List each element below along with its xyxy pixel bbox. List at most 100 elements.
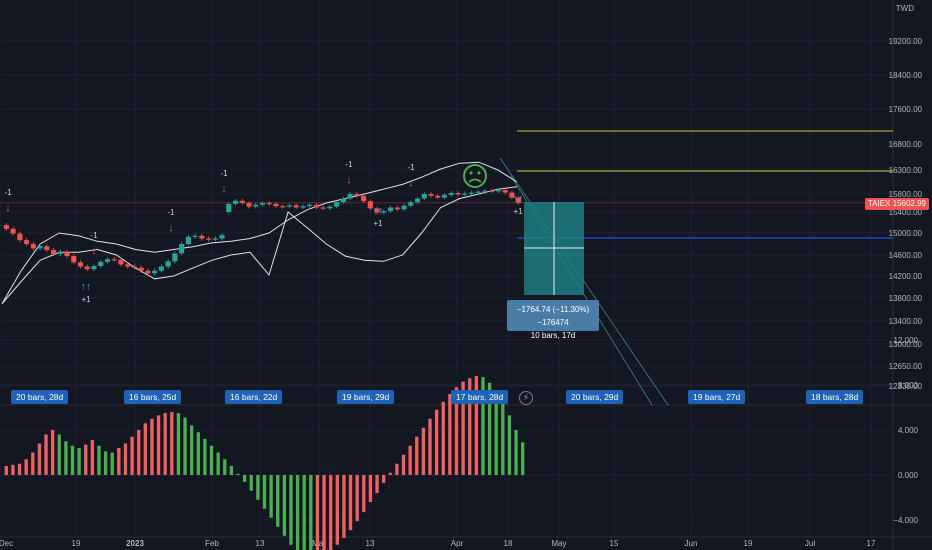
- time-axis-label: Jun: [685, 539, 698, 548]
- sad-face-icon: [463, 164, 487, 188]
- buy-arrow-icon: ↑↑: [373, 205, 384, 217]
- osc-bar: [487, 382, 492, 475]
- candle: [253, 204, 259, 207]
- candle: [212, 238, 218, 240]
- candle: [286, 205, 293, 207]
- candle: [293, 205, 299, 208]
- candle: [30, 244, 36, 249]
- candle: [502, 190, 508, 193]
- candle: [361, 195, 367, 202]
- candle: [226, 203, 232, 212]
- osc-bar: [401, 454, 406, 475]
- candle: [111, 259, 117, 261]
- candle: [77, 262, 84, 267]
- time-axis-label: Mar: [312, 539, 326, 548]
- osc-bar: [302, 475, 306, 550]
- osc-bar: [382, 475, 386, 483]
- sad-face-mouth: [468, 178, 482, 183]
- price-axis-label: 15400.00: [889, 208, 923, 217]
- signal-plus-label: +1: [81, 295, 91, 304]
- osc-bar: [242, 475, 247, 482]
- candle: [199, 235, 205, 239]
- candle: [206, 238, 212, 240]
- candle: [50, 250, 57, 254]
- time-axis-label: May: [551, 539, 566, 548]
- bars-tag: 18 bars, 28d: [806, 390, 864, 404]
- price-axis-label: 13400.00: [889, 317, 923, 326]
- time-axis-label: 19: [72, 539, 81, 548]
- symbol-name: TAIEX: [867, 199, 891, 208]
- candle: [152, 270, 158, 274]
- time-axis-label: Jul: [805, 539, 815, 548]
- osc-bar: [415, 436, 419, 475]
- osc-bar: [156, 415, 161, 475]
- price-axis-label: 18400.00: [889, 71, 923, 80]
- candle: [266, 203, 272, 205]
- candle: [3, 225, 9, 229]
- candle: [185, 236, 191, 244]
- osc-bar: [362, 475, 366, 513]
- signal-minus-label: -1: [90, 231, 98, 240]
- measure-box: −1764.74 (−11.30%) −176474 10 bars, 17d: [507, 300, 599, 340]
- time-axis-label: 18: [504, 539, 513, 548]
- osc-axis-label: 12.000: [894, 336, 919, 345]
- osc-bar: [295, 475, 300, 550]
- osc-bar: [468, 378, 472, 475]
- measure-bars: 10 bars, 17d: [530, 331, 576, 340]
- candle: [468, 192, 475, 194]
- candle: [165, 261, 171, 267]
- candle: [259, 203, 266, 205]
- osc-bar: [256, 475, 260, 500]
- osc-bar: [196, 432, 200, 475]
- osc-bar: [461, 381, 465, 475]
- osc-bar: [64, 441, 68, 475]
- candle: [367, 201, 373, 209]
- osc-bar: [37, 443, 42, 475]
- candle: [219, 235, 225, 239]
- osc-bar: [507, 415, 512, 475]
- osc-bar: [315, 475, 320, 550]
- bars-tag: 19 bars, 29d: [337, 390, 395, 404]
- candle: [441, 194, 448, 198]
- signal-minus-label: -1: [407, 163, 415, 172]
- osc-bar: [209, 445, 214, 475]
- candle: [98, 261, 104, 267]
- osc-bar: [123, 443, 128, 475]
- price-axis-label: 15800.00: [889, 190, 923, 199]
- lightning-icon[interactable]: ⚡: [519, 391, 533, 405]
- candle: [495, 190, 501, 192]
- osc-bar: [223, 459, 227, 475]
- osc-bar: [97, 445, 101, 475]
- candle: [347, 194, 353, 199]
- osc-bar: [348, 475, 353, 531]
- candle: [435, 195, 441, 198]
- candle: [138, 267, 144, 271]
- candle: [125, 264, 131, 267]
- signal-minus-label: -1: [220, 169, 228, 178]
- candle: [239, 200, 245, 203]
- time-axis-label: Apr: [451, 539, 464, 548]
- sad-face-eye: [469, 171, 473, 175]
- candle: [462, 193, 468, 195]
- candle: [421, 194, 427, 199]
- candle: [401, 205, 407, 210]
- osc-axis-label: −4.000: [893, 516, 918, 525]
- osc-bar: [249, 475, 253, 491]
- signal-minus-label: -1: [4, 188, 12, 197]
- osc-bar: [276, 475, 280, 527]
- candle: [307, 204, 313, 207]
- sell-arrow-icon: ↓: [221, 183, 227, 195]
- buy-arrow-icon: ↑↑: [513, 193, 524, 205]
- osc-bar: [77, 448, 81, 475]
- candle: [408, 202, 414, 206]
- osc-bar: [368, 475, 373, 502]
- osc-bar: [190, 425, 194, 475]
- osc-bar: [521, 442, 525, 475]
- buy-arrow-icon: ↑↑: [81, 281, 92, 293]
- price-axis-label: 12650.00: [889, 362, 923, 371]
- osc-bar: [117, 448, 121, 475]
- candle: [57, 251, 63, 254]
- signal-plus-label: +1: [373, 219, 383, 228]
